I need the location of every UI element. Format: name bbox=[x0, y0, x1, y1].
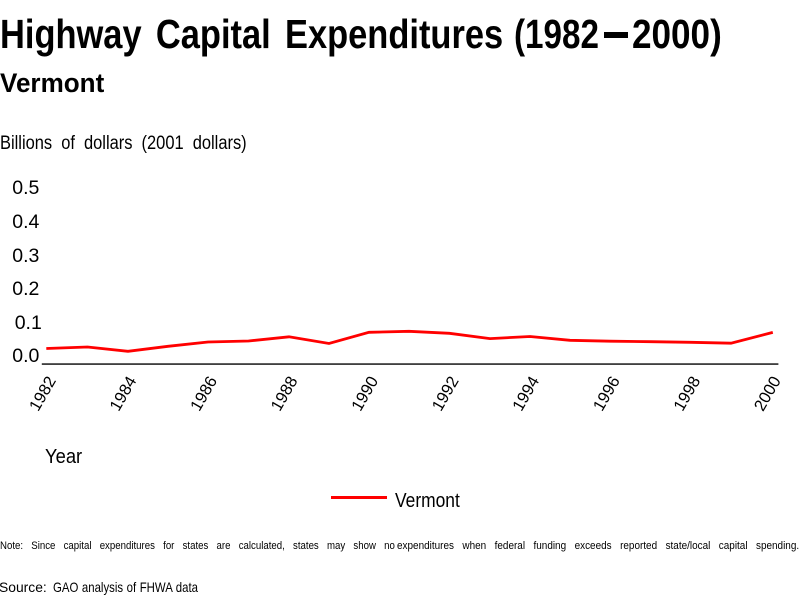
svg-text:1992: 1992 bbox=[429, 373, 463, 414]
svg-text:1988: 1988 bbox=[268, 373, 302, 414]
svg-text:1990: 1990 bbox=[348, 373, 382, 414]
svg-text:1996: 1996 bbox=[590, 373, 624, 414]
svg-text:1994: 1994 bbox=[509, 373, 543, 414]
svg-text:1984: 1984 bbox=[107, 373, 141, 414]
svg-text:1986: 1986 bbox=[187, 373, 221, 414]
svg-text:1982: 1982 bbox=[26, 373, 60, 414]
svg-text:2000: 2000 bbox=[751, 373, 785, 414]
svg-text:1998: 1998 bbox=[670, 373, 704, 414]
